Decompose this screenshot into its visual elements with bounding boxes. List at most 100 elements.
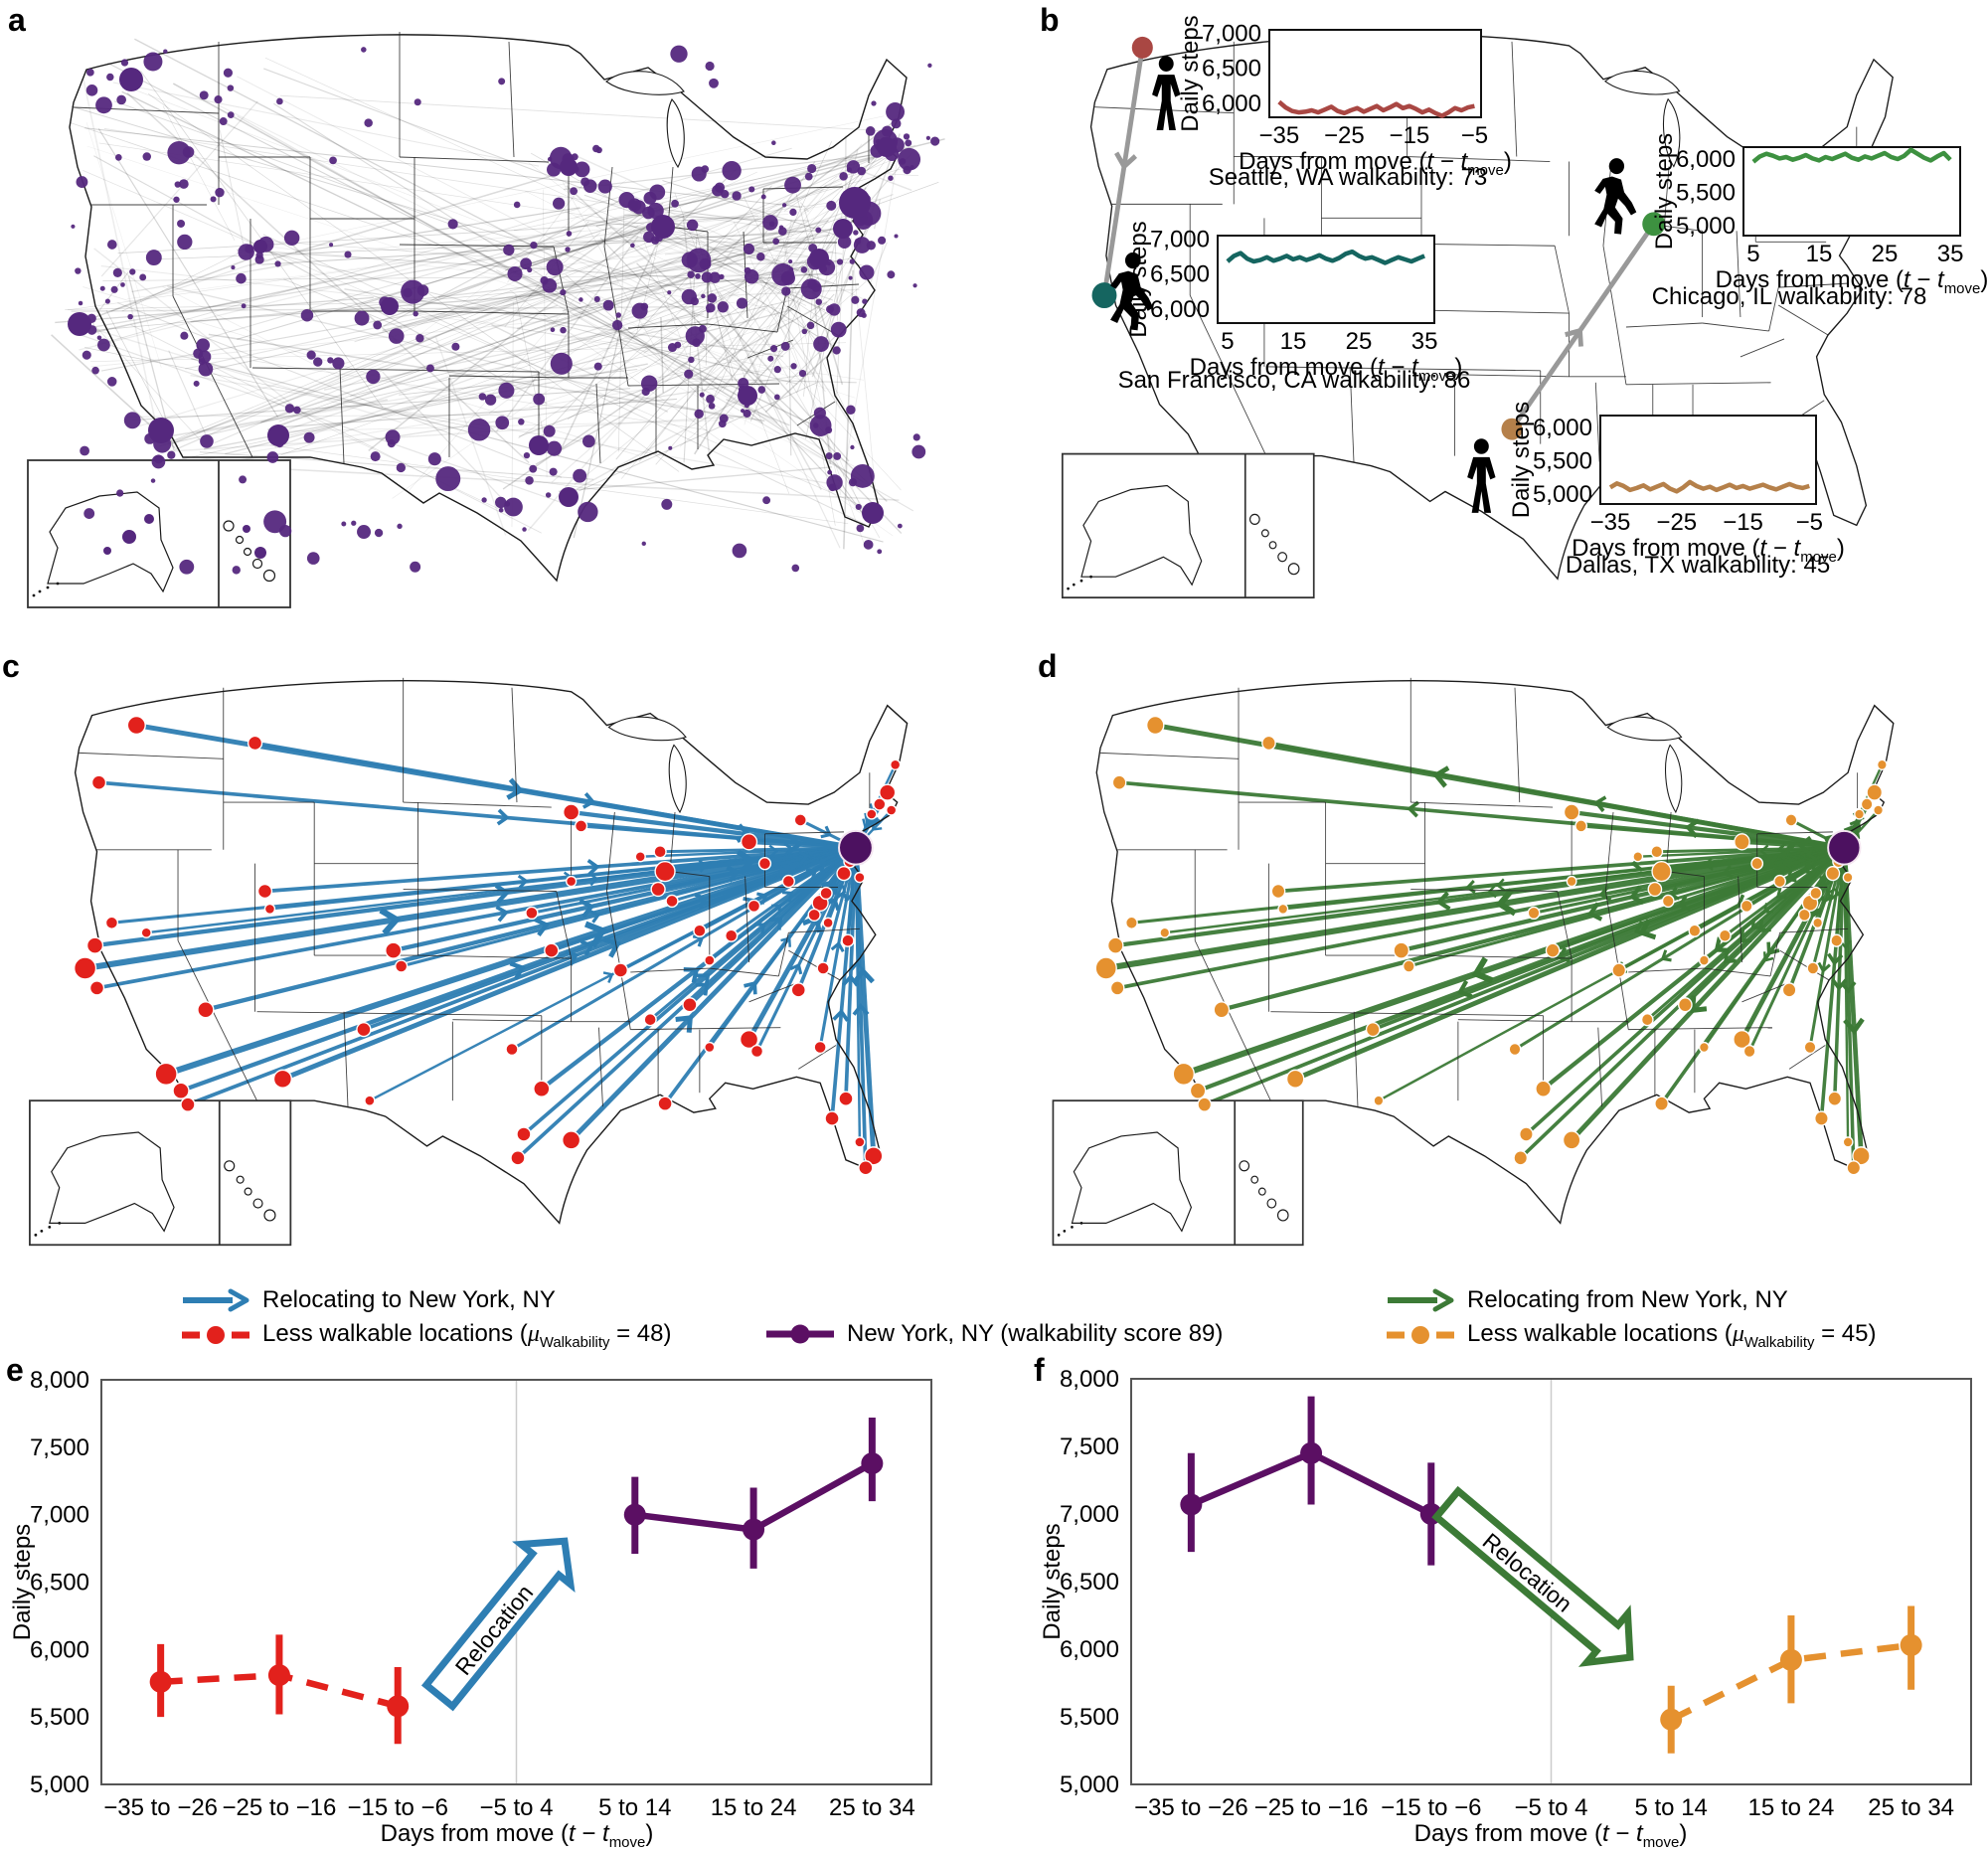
- origin-city-dot: [757, 857, 772, 871]
- city-dot: [837, 235, 852, 250]
- origin-city-dot: [395, 959, 409, 973]
- series-dashed: [1660, 1605, 1922, 1754]
- city-dot: [855, 503, 862, 511]
- city-dot: [266, 451, 279, 463]
- major-city-dot: [559, 487, 579, 507]
- city-dot: [667, 290, 672, 295]
- origin-city-dot: [1189, 1082, 1207, 1099]
- city-dot: [827, 469, 833, 475]
- state-border: [788, 927, 860, 933]
- plot-frame: [100, 1379, 932, 1785]
- city-dot: [85, 68, 94, 77]
- origin-city-dot: [612, 962, 628, 978]
- origin-city-dot: [643, 1013, 657, 1027]
- city-dot: [911, 444, 926, 459]
- y-axis-title: Daily steps: [1651, 133, 1678, 250]
- x-axis-title: Days from move (t − tmove): [381, 1820, 654, 1851]
- flow-line: [96, 845, 857, 990]
- state-border: [1704, 967, 1771, 977]
- origin-city-dot: [739, 1029, 759, 1050]
- network-line: [112, 82, 540, 167]
- city-dot: [503, 244, 515, 256]
- origin-city-dot: [858, 1160, 874, 1176]
- arrowhead-chevron: [1779, 858, 1791, 872]
- city-dot: [930, 136, 940, 146]
- city-dot: [435, 466, 461, 492]
- aleutian-island: [1063, 1229, 1067, 1233]
- arrowhead-chevron: [1465, 880, 1476, 895]
- city-dot: [861, 312, 867, 318]
- city-dot: [722, 161, 742, 181]
- hawaii-island: [244, 1187, 252, 1196]
- x-tick-label: 15 to 24: [711, 1794, 797, 1821]
- city-dot: [129, 268, 136, 275]
- city-dot: [227, 111, 235, 118]
- panel-b-overlay: [1091, 36, 1666, 513]
- network-line: [269, 444, 849, 525]
- city-dot: [719, 273, 725, 280]
- origin-city-dot: [1159, 926, 1171, 938]
- panel-b-example-movers-map: [1061, 31, 1894, 599]
- legend-new-york: New York, NY (walkability score 89): [765, 1320, 1223, 1348]
- x-axis-title: Days from move (t − tmove): [1239, 148, 1512, 179]
- network-line: [121, 248, 248, 312]
- city-dot: [781, 203, 787, 208]
- city-dot: [341, 521, 347, 527]
- network-line: [117, 302, 563, 478]
- panel-f-daily-steps-chart: 8,000 7,500 7,000 6,500 6,000 5,500 5,000 −35 t…: [1039, 1366, 1972, 1851]
- network-line: [517, 155, 879, 268]
- flow-line: [1294, 845, 1846, 1082]
- network-line: [869, 242, 888, 284]
- major-city-dot: [809, 249, 829, 268]
- state-border: [1457, 1019, 1573, 1023]
- network-line: [607, 289, 704, 381]
- arrowhead-chevron: [1565, 327, 1583, 347]
- network-line: [208, 333, 765, 422]
- city-dot: [82, 350, 91, 360]
- city-dot: [219, 117, 228, 126]
- network-line: [787, 268, 792, 456]
- state-border: [1663, 166, 1670, 227]
- flow-line: [708, 847, 857, 1049]
- y-tick-label: 7,000: [1150, 227, 1210, 253]
- origin-city-dot: [525, 906, 539, 921]
- city-dot: [370, 451, 381, 462]
- state-border: [1779, 927, 1849, 933]
- x-tick-label: −15: [1390, 122, 1430, 149]
- network-line: [113, 100, 708, 319]
- city-dot: [116, 94, 126, 105]
- city-dot: [357, 525, 372, 540]
- city-dot: [210, 196, 217, 203]
- y-tick-label: 8,000: [1060, 1366, 1119, 1393]
- arrowhead-chevron: [1495, 888, 1517, 917]
- city-dot: [850, 479, 856, 485]
- state-border: [1666, 871, 1705, 878]
- y-tick-label: 7,500: [30, 1434, 89, 1461]
- network-line: [171, 290, 548, 445]
- state-border: [619, 969, 631, 1030]
- network-line: [190, 374, 828, 484]
- alaska-hawaii-inset: [1052, 1099, 1304, 1247]
- data-point: [267, 1664, 290, 1687]
- city-dot: [527, 266, 533, 273]
- city-dot: [650, 236, 660, 245]
- city-dot: [857, 166, 867, 176]
- x-tick-label: −5 to 4: [1514, 1794, 1587, 1821]
- network-line: [496, 269, 914, 512]
- mover-city-dot: [1091, 282, 1117, 309]
- city-dot: [905, 139, 912, 147]
- network-line: [95, 147, 792, 346]
- network-line: [698, 400, 894, 537]
- city-dot: [239, 475, 248, 484]
- state-border: [1664, 225, 1703, 232]
- origin-city-dot: [838, 1091, 854, 1106]
- city-dot: [498, 382, 515, 399]
- city-dot: [832, 346, 841, 355]
- city-dot: [361, 47, 367, 53]
- arrowhead-chevron: [1557, 946, 1571, 963]
- network-line: [518, 234, 812, 439]
- origin-city-dot: [1611, 962, 1627, 978]
- flow-line: [1684, 846, 1846, 1007]
- network-line: [784, 244, 842, 496]
- arrowhead-chevron: [1685, 818, 1700, 839]
